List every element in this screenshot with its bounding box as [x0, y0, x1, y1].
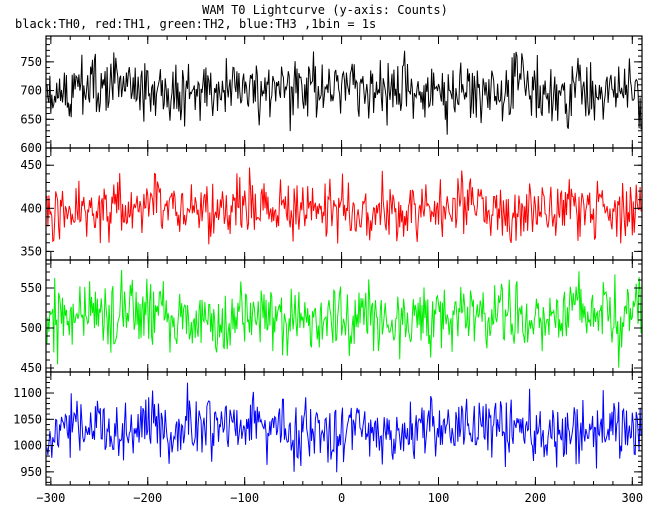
chart-subtitle: black:TH0, red:TH1, green:TH2, blue:TH3 … [15, 17, 377, 31]
y-tick-label: 1050 [13, 412, 42, 426]
y-tick-label: 1000 [13, 439, 42, 453]
y-tick-label: 700 [20, 84, 42, 98]
x-tick-label: −300 [36, 491, 65, 505]
y-tick-label: 550 [20, 281, 42, 295]
x-tick-label: −100 [230, 491, 259, 505]
x-tick-label: 200 [525, 491, 547, 505]
y-tick-label: 750 [20, 55, 42, 69]
y-tick-label: 950 [20, 465, 42, 479]
panel-frame-th3 [45, 371, 643, 486]
lightcurve-th0-series [46, 50, 642, 135]
x-tick-label: −200 [133, 491, 162, 505]
x-tick-label: 100 [428, 491, 450, 505]
panel-frame-th1 [45, 147, 643, 261]
y-tick-label: 450 [20, 158, 42, 172]
y-tick-label: 350 [20, 244, 42, 258]
x-tick-label: 0 [338, 491, 345, 505]
x-tick-label: 300 [621, 491, 643, 505]
y-tick-label: 400 [20, 201, 42, 215]
y-tick-label: 600 [20, 141, 42, 155]
chart-title: WAM T0 Lightcurve (y-axis: Counts) [202, 3, 448, 17]
lightcurve-th2-series [46, 269, 642, 368]
y-tick-label: 500 [20, 321, 42, 335]
y-tick-label: 1100 [13, 386, 42, 400]
lightcurve-th3-series [46, 382, 642, 473]
y-tick-label: 650 [20, 112, 42, 126]
y-tick-label: 450 [20, 361, 42, 375]
lightcurve-th1-series [46, 167, 642, 245]
